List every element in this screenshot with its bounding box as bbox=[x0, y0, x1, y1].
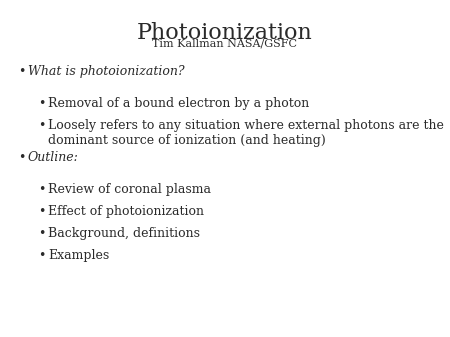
Text: Examples: Examples bbox=[48, 249, 109, 262]
Text: Outline:: Outline: bbox=[28, 151, 79, 164]
Text: What is photoionization?: What is photoionization? bbox=[28, 65, 184, 78]
Text: Tim Kallman NASA/GSFC: Tim Kallman NASA/GSFC bbox=[153, 38, 297, 48]
Text: Removal of a bound electron by a photon: Removal of a bound electron by a photon bbox=[48, 97, 309, 110]
Text: Background, definitions: Background, definitions bbox=[48, 227, 200, 240]
Text: Photoionization: Photoionization bbox=[137, 22, 313, 44]
Text: Review of coronal plasma: Review of coronal plasma bbox=[48, 183, 211, 196]
Text: Effect of photoionization: Effect of photoionization bbox=[48, 205, 204, 218]
Text: •: • bbox=[38, 183, 45, 196]
Text: •: • bbox=[38, 119, 45, 132]
Text: •: • bbox=[38, 227, 45, 240]
Text: •: • bbox=[18, 151, 25, 164]
Text: •: • bbox=[38, 205, 45, 218]
Text: •: • bbox=[38, 97, 45, 110]
Text: Loosely refers to any situation where external photons are the
dominant source o: Loosely refers to any situation where ex… bbox=[48, 119, 444, 147]
Text: •: • bbox=[18, 65, 25, 78]
Text: •: • bbox=[38, 249, 45, 262]
